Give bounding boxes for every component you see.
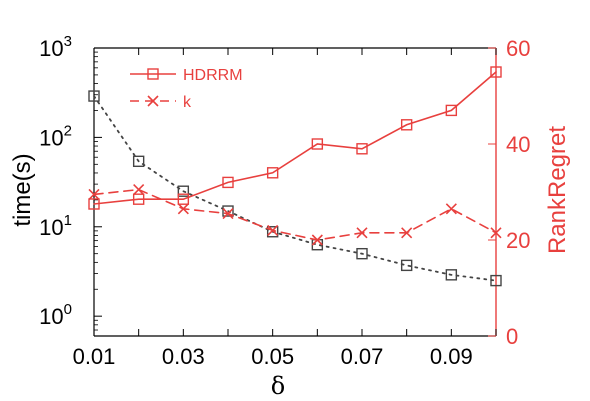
series-line bbox=[93, 71, 497, 205]
x-tick-label: 0.09 bbox=[430, 344, 473, 369]
x-marker-stroke bbox=[147, 95, 159, 107]
x-marker-stroke bbox=[311, 234, 323, 246]
x-marker-stroke bbox=[133, 184, 145, 196]
x-marker-stroke bbox=[401, 227, 413, 239]
data-point bbox=[400, 119, 413, 131]
legend-marker bbox=[147, 68, 159, 80]
x-marker-stroke bbox=[177, 203, 189, 215]
series-line bbox=[93, 95, 497, 282]
data-point bbox=[88, 198, 100, 210]
series-line bbox=[93, 188, 497, 241]
x-marker-stroke bbox=[356, 227, 368, 239]
data-point bbox=[356, 247, 368, 260]
data-point bbox=[132, 193, 145, 205]
data-point bbox=[177, 193, 190, 205]
series-layer bbox=[88, 66, 502, 287]
data-point bbox=[356, 227, 368, 239]
data-point bbox=[490, 274, 502, 287]
x-axis-label: δ bbox=[271, 372, 285, 400]
data-point bbox=[222, 208, 234, 220]
legend-label: HDRRM bbox=[183, 67, 243, 84]
y-right-tick-label: 20 bbox=[506, 228, 530, 253]
legend-label: k bbox=[183, 94, 192, 111]
data-point bbox=[311, 138, 324, 150]
x-marker-stroke bbox=[88, 188, 100, 200]
data-point bbox=[88, 188, 100, 200]
y-axis-left-label: time(s) bbox=[9, 153, 36, 226]
series-time bbox=[88, 90, 502, 287]
data-point bbox=[445, 203, 457, 215]
data-point bbox=[490, 66, 502, 78]
data-point bbox=[177, 203, 189, 215]
y-right-tick-label: 40 bbox=[506, 132, 530, 157]
x-marker-stroke bbox=[267, 224, 279, 236]
y-left-tick-label: 102 bbox=[39, 122, 72, 150]
y-axis-right-label: RankRegret bbox=[544, 126, 571, 254]
data-point bbox=[222, 176, 234, 189]
x-marker-stroke bbox=[490, 227, 502, 239]
data-point bbox=[266, 226, 279, 238]
y-right-tick-label: 0 bbox=[506, 324, 518, 349]
series-k bbox=[88, 184, 502, 246]
data-point bbox=[177, 185, 190, 197]
data-point bbox=[445, 269, 458, 281]
y-left-tick-label: 100 bbox=[39, 301, 72, 329]
axes: 0.01 0.03 0.05 0.07 0.09 100 101 102 103 0 20 40 60 bbox=[39, 33, 530, 369]
x-tick-label: 0.01 bbox=[73, 344, 116, 369]
legend-marker bbox=[147, 95, 159, 107]
y-left-tick-label: 103 bbox=[39, 33, 72, 61]
legend-entry-k: k bbox=[130, 94, 192, 111]
x-marker-stroke bbox=[222, 208, 234, 220]
data-point bbox=[222, 205, 234, 217]
data-point bbox=[133, 184, 145, 196]
data-point bbox=[400, 259, 413, 272]
data-point bbox=[311, 234, 323, 246]
data-point bbox=[490, 227, 502, 239]
series-hdrrm bbox=[88, 66, 502, 210]
x-tick-label: 0.05 bbox=[251, 344, 294, 369]
data-point bbox=[88, 90, 100, 102]
data-point bbox=[445, 104, 458, 117]
data-point bbox=[266, 167, 279, 179]
data-point bbox=[267, 224, 279, 236]
x-tick-label: 0.03 bbox=[162, 344, 205, 369]
y-right-tick-label: 60 bbox=[506, 36, 530, 61]
legend: HDRRM k bbox=[130, 67, 243, 111]
data-point bbox=[356, 143, 368, 155]
x-marker-stroke bbox=[445, 203, 457, 215]
data-point bbox=[132, 155, 145, 168]
data-point bbox=[401, 227, 413, 239]
x-tick-label: 0.07 bbox=[341, 344, 384, 369]
y-left-tick-label: 101 bbox=[39, 212, 72, 240]
legend-entry-hdrrm: HDRRM bbox=[130, 67, 243, 84]
